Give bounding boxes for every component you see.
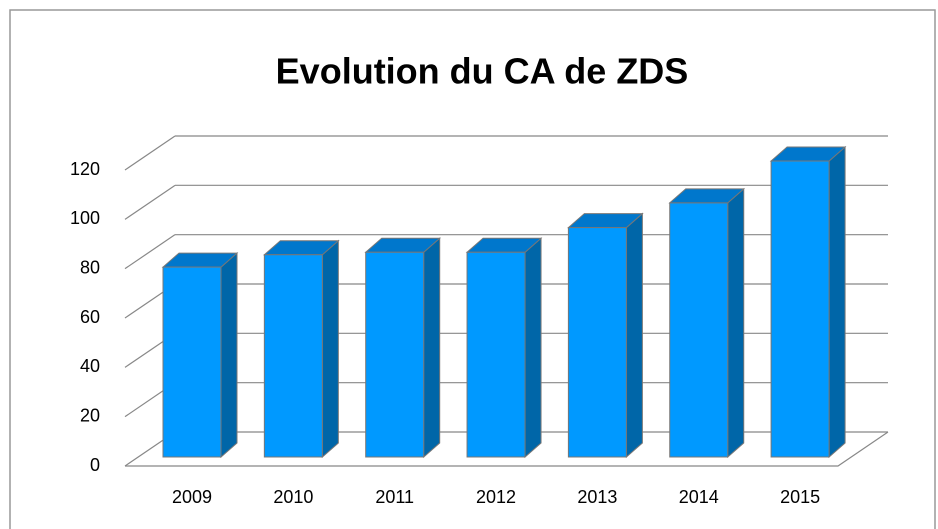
- x-tick-label: 2014: [679, 487, 719, 507]
- floor-edge: [125, 431, 889, 467]
- grid-line: [124, 234, 176, 270]
- bar: [770, 160, 830, 458]
- y-tick-label: 20: [80, 405, 100, 425]
- bar: [263, 254, 323, 458]
- grid-line: [124, 184, 176, 220]
- bar-side: [727, 187, 745, 459]
- bar-side: [524, 237, 542, 459]
- bar-side: [321, 239, 339, 459]
- x-tick-label: 2013: [577, 487, 617, 507]
- y-tick-label: 100: [70, 208, 100, 228]
- bar: [567, 227, 627, 458]
- bar: [669, 202, 729, 458]
- x-tick-label: 2015: [780, 487, 820, 507]
- bar-side: [625, 212, 643, 459]
- y-tick-label: 40: [80, 356, 100, 376]
- bar: [466, 251, 526, 458]
- x-tick-label: 2011: [375, 487, 414, 507]
- bar: [162, 266, 222, 458]
- y-tick-label: 0: [90, 455, 100, 475]
- bar-side: [220, 251, 238, 459]
- y-tick-label: 60: [80, 307, 100, 327]
- bar-side: [423, 237, 441, 459]
- x-tick-label: 2009: [172, 487, 212, 507]
- bar-side: [828, 145, 846, 459]
- x-tick-label: 2010: [273, 487, 313, 507]
- x-tick-label: 2012: [476, 487, 516, 507]
- y-tick-label: 80: [80, 257, 100, 277]
- bar: [365, 251, 425, 458]
- grid-line: [124, 135, 176, 171]
- chart-title: Evolution du CA de ZDS: [276, 51, 689, 92]
- y-tick-label: 120: [70, 159, 100, 179]
